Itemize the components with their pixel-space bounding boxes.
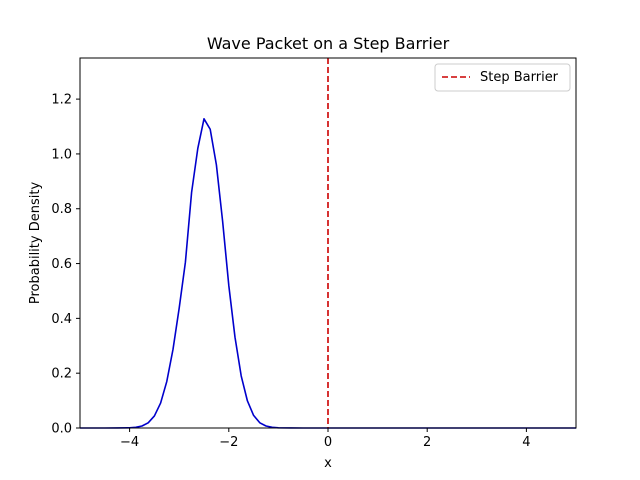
legend-box: [434, 63, 571, 92]
x-tick-label: 0: [324, 435, 332, 450]
y-tick-label: 0.6: [51, 257, 72, 272]
legend-label-step-barrier: Step Barrier: [480, 70, 559, 85]
x-axis-ticks: −4 −2 0 2 4: [120, 428, 531, 450]
x-tick-label: 2: [423, 435, 431, 450]
y-tick-label: 0.4: [51, 312, 72, 327]
x-tick-label: 4: [522, 435, 530, 450]
chart-title: Wave Packet on a Step Barrier: [207, 34, 450, 53]
legend: Step Barrier: [434, 63, 571, 92]
y-axis-label: Probability Density: [28, 182, 43, 305]
y-tick-label: 0.0: [51, 422, 72, 437]
y-tick-label: 0.8: [51, 202, 72, 217]
y-tick-label: 1.2: [51, 93, 72, 108]
x-tick-label: −4: [120, 435, 139, 450]
y-axis-ticks: 0.0 0.2 0.4 0.6 0.8 1.0 1.2: [51, 93, 80, 437]
y-tick-label: 1.0: [51, 147, 72, 162]
plot-area: [80, 58, 576, 429]
x-axis-label: x: [324, 456, 332, 471]
x-tick-label: −2: [219, 435, 238, 450]
y-tick-label: 0.2: [51, 367, 72, 382]
plot-frame: [79, 57, 577, 429]
